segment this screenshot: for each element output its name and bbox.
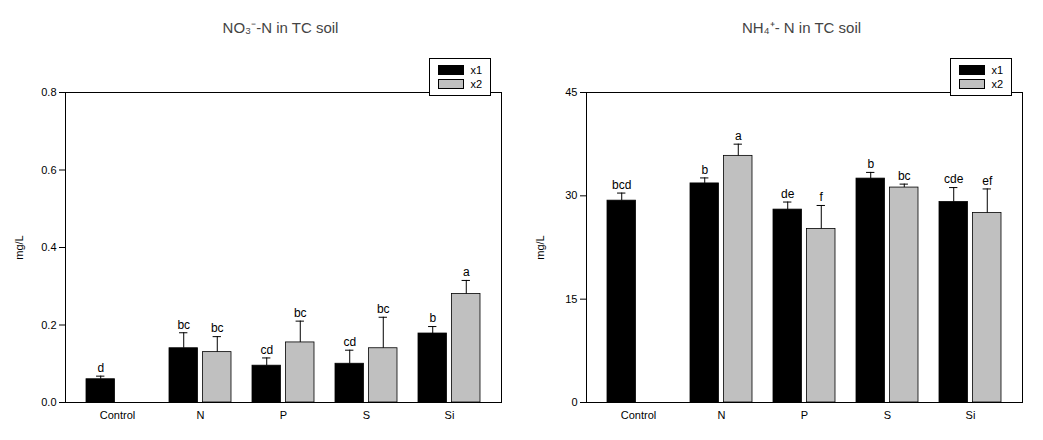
svg-text:0: 0 xyxy=(571,396,577,408)
svg-text:0.2: 0.2 xyxy=(41,319,56,331)
svg-text:30: 30 xyxy=(565,189,577,201)
svg-text:0.8: 0.8 xyxy=(41,86,56,98)
svg-text:P: P xyxy=(801,409,808,421)
svg-text:0.6: 0.6 xyxy=(41,164,56,176)
svg-text:N: N xyxy=(718,409,726,421)
svg-text:N: N xyxy=(197,409,205,421)
svg-text:Control: Control xyxy=(100,409,135,421)
svg-text:bc: bc xyxy=(377,302,390,316)
svg-text:a: a xyxy=(463,265,470,279)
html-text:NO₃⁻-N in TC soil: NO₃⁻-N in TC soil xyxy=(222,19,339,36)
html-text:x2: x2 xyxy=(991,78,1003,90)
svg-text:mg/L: mg/L xyxy=(534,235,546,259)
svg-text:b: b xyxy=(701,163,708,177)
svg-text:15: 15 xyxy=(565,293,577,305)
svg-text:mg/L: mg/L xyxy=(13,235,25,259)
svg-text:b: b xyxy=(429,311,436,325)
svg-text:P: P xyxy=(280,409,287,421)
svg-text:a: a xyxy=(735,129,742,143)
svg-text:bc: bc xyxy=(177,318,190,332)
svg-text:S: S xyxy=(363,409,370,421)
svg-text:ef: ef xyxy=(982,174,993,188)
html-text:x2: x2 xyxy=(470,78,482,90)
svg-text:cd: cd xyxy=(343,335,356,349)
svg-text:0.0: 0.0 xyxy=(41,396,56,408)
svg-text:cde: cde xyxy=(944,172,964,186)
svg-text:S: S xyxy=(884,409,891,421)
html-text:NH₄⁺- N in TC soil: NH₄⁺- N in TC soil xyxy=(741,19,862,36)
svg-text:bc: bc xyxy=(294,306,307,320)
svg-text:b: b xyxy=(867,157,874,171)
html-text:x1: x1 xyxy=(470,64,482,76)
svg-text:bc: bc xyxy=(211,321,224,335)
svg-text:de: de xyxy=(781,187,795,201)
html-text:x1: x1 xyxy=(991,64,1003,76)
svg-text:Si: Si xyxy=(966,409,976,421)
svg-text:Control: Control xyxy=(621,409,656,421)
svg-text:cd: cd xyxy=(260,343,273,357)
svg-text:Si: Si xyxy=(445,409,455,421)
svg-text:bcd: bcd xyxy=(612,178,631,192)
svg-text:d: d xyxy=(97,361,104,375)
svg-text:bc: bc xyxy=(898,169,911,183)
svg-text:45: 45 xyxy=(565,86,577,98)
svg-text:f: f xyxy=(820,190,824,204)
svg-text:0.4: 0.4 xyxy=(41,241,56,253)
